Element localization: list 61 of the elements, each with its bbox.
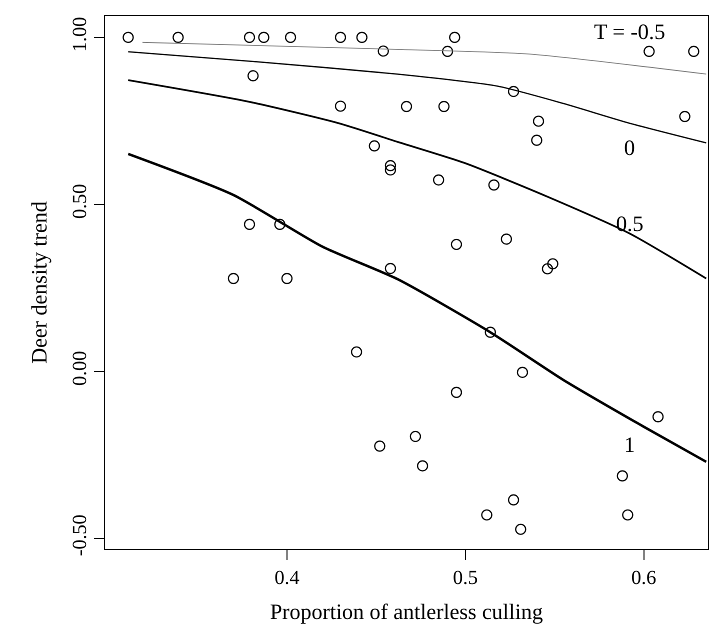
x-axis-title: Proportion of antlerless culling	[270, 599, 544, 624]
point	[532, 116, 544, 127]
series-label: 0	[624, 135, 635, 160]
y-tick-label: 0.00	[68, 350, 91, 386]
point	[688, 46, 700, 57]
point	[122, 32, 134, 43]
point	[488, 179, 500, 191]
point	[384, 164, 396, 176]
point	[400, 100, 412, 112]
point	[334, 100, 346, 112]
point	[228, 272, 240, 284]
point	[172, 32, 184, 43]
point	[644, 46, 655, 57]
x-tick-label: 0.4	[274, 567, 300, 590]
point	[258, 32, 270, 43]
point	[622, 509, 634, 521]
x-tick-label: 0.6	[631, 567, 656, 590]
point	[616, 470, 628, 482]
point	[350, 346, 362, 358]
point	[442, 46, 454, 57]
point	[500, 233, 512, 245]
series-label: 0.5	[616, 211, 644, 236]
point	[481, 509, 492, 521]
y-tick-label: -0.50	[68, 514, 91, 556]
point	[247, 70, 259, 82]
point	[531, 134, 542, 146]
point	[484, 326, 496, 338]
point	[374, 440, 386, 452]
point	[508, 86, 520, 98]
point	[547, 258, 558, 270]
point	[356, 32, 368, 43]
y-axis-title: Deer density trend	[26, 201, 52, 364]
point	[334, 32, 346, 43]
series-label: 1	[624, 432, 635, 457]
point	[679, 110, 690, 122]
point	[450, 386, 462, 398]
point	[449, 32, 460, 43]
point	[450, 238, 462, 250]
point	[284, 32, 296, 43]
point	[433, 174, 444, 186]
point	[508, 494, 520, 506]
point	[244, 218, 256, 230]
point	[384, 160, 396, 172]
point	[542, 263, 554, 274]
point	[416, 460, 428, 472]
point	[652, 411, 664, 422]
y-tick-label: 1.00	[68, 16, 91, 52]
point	[410, 430, 422, 442]
series-label: T = -0.5	[594, 19, 666, 44]
point	[281, 272, 293, 284]
point	[515, 524, 526, 535]
point	[244, 32, 256, 43]
point	[274, 218, 286, 230]
line-series	[142, 42, 707, 75]
point	[378, 45, 389, 57]
point	[516, 366, 528, 378]
x-tick-label: 0.5	[452, 567, 478, 590]
point	[384, 262, 396, 274]
point	[438, 100, 450, 112]
y-tick-label: 0.50	[68, 184, 91, 219]
point	[368, 140, 380, 152]
